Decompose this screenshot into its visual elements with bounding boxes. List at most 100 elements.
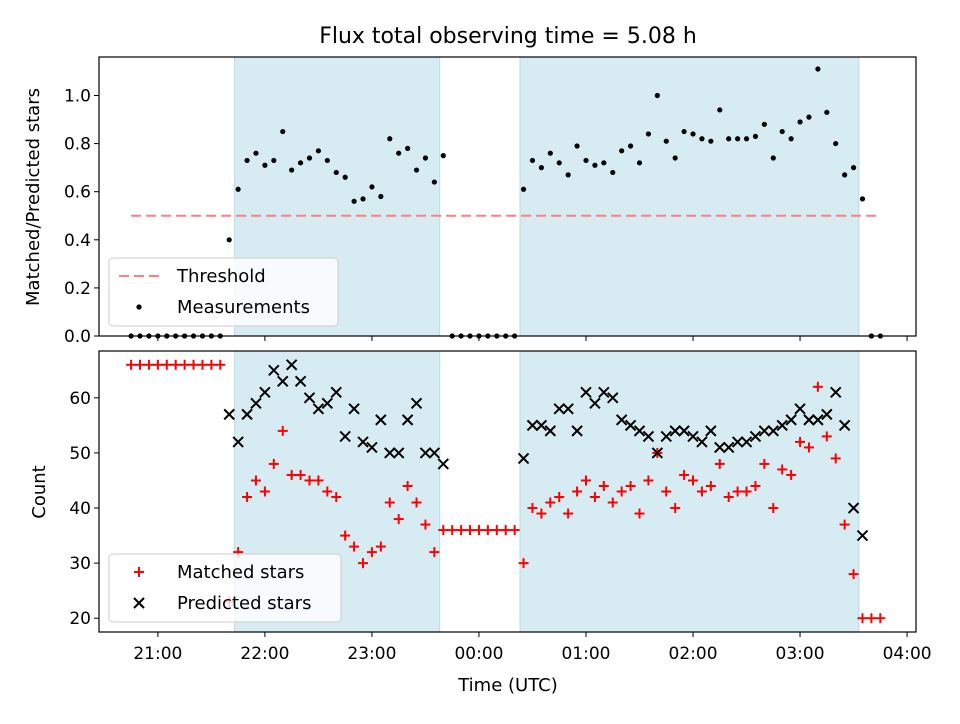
matched-star-point [768,503,779,514]
shaded-interval-1 [519,56,860,337]
axes-frame [98,350,917,633]
predicted-star-point [259,386,271,399]
x-stroke-b [357,436,369,448]
matched-star-point [661,486,672,497]
y-tick-label: 60 [69,389,91,409]
matched-star-point [857,613,868,624]
measurement-point [645,131,652,137]
x-stroke-b [660,430,672,443]
x-stroke-b [776,419,788,432]
x-stroke-b [714,441,726,454]
x-stroke-b [722,441,735,454]
matched-star-point [580,475,591,486]
x-stroke-b [241,408,253,421]
matched-star-point [375,541,386,552]
matched-star-point [393,514,404,525]
x-tick-label: 03:00 [776,644,825,664]
measurement-point [440,153,446,159]
predicted-star-point [571,425,583,437]
matched-star-point [795,436,806,447]
x-stroke-b [803,414,815,426]
x-stroke-b [526,419,539,432]
predicted-star-point [705,425,717,437]
x-tick-label: 23:00 [347,644,396,664]
x-stroke-b [535,419,548,432]
legend-series-label: Matched stars [177,562,304,583]
predicted-star-point [847,502,860,514]
y-tick-label: 0.6 [64,183,91,203]
x-stroke-b [410,397,423,410]
predicted-star-point [838,419,851,432]
predicted-star-point [589,397,601,410]
x-stroke-b [268,364,280,376]
x-tick-label: 22:00 [240,644,289,664]
measurement-point [431,179,437,185]
x-stroke-b [598,386,610,399]
matched-star-point [242,492,253,503]
predicted-star-point [767,425,779,437]
predicted-star-point [392,447,405,459]
measurement-point [387,136,393,142]
x-stroke-b [437,458,449,470]
matched-star-point [206,359,217,370]
predicted-star-point [535,419,548,432]
matched-star-point [438,525,449,536]
x-stroke-b [285,359,298,371]
matched-star-point [679,469,690,480]
shaded-interval-1 [519,350,860,633]
x-stroke-b [232,436,244,448]
matched-star-point [135,359,146,370]
y-tick-label: 0.8 [64,135,91,155]
predicted-star-point [384,447,396,459]
measurement-point [779,128,785,135]
x-stroke-b [303,392,316,404]
x-stroke-b [749,430,762,443]
matched-star-point [670,503,681,514]
x-stroke-b [821,408,833,421]
predicted-star-point [553,403,565,415]
matched-star-point [572,486,583,497]
matched-star-point [482,525,493,536]
predicted-star-point [366,441,378,454]
matched-star-point [634,508,645,519]
measurement-point [262,162,268,168]
x-stroke-b [321,397,334,410]
legend-threshold-label: Threshold [176,266,266,287]
x-stroke-b [553,403,565,415]
x-stroke-b [856,529,869,542]
measurement-point [752,133,759,139]
predicted-star-point [241,408,253,421]
measurement-point [859,196,866,202]
measurement-point [708,138,714,144]
matched-star-point [313,475,324,486]
x-stroke-b [794,403,806,415]
matched-star-point [616,486,627,497]
x-tick-label: 04:00 [883,644,932,664]
measurement-point [806,114,812,120]
matched-star-point [259,486,270,497]
x-stroke-b [375,414,387,426]
predicted-star-point [803,414,815,426]
predicted-star-point [687,430,699,443]
matched-star-point [277,425,288,436]
matched-star-point [518,558,529,569]
x-stroke-b [571,425,583,437]
predicted-star-point [758,425,771,437]
matched-star-point [696,486,707,497]
measurement-point [627,143,634,149]
predicted-star-point [830,386,842,399]
matched-star-point [268,458,279,469]
matched-star-point [197,359,208,370]
matched-star-point [527,503,538,514]
predicted-star-point [749,430,762,443]
measurement-point [333,169,339,176]
matched-star-point [411,497,422,508]
predicted-star-point [223,408,235,421]
x-stroke-b [731,436,744,448]
x-stroke-b [562,403,574,415]
x-stroke-b [785,414,797,426]
matched-star-point [152,359,163,370]
matched-star-point [286,469,297,480]
matched-star-point [589,492,600,503]
measurement-point [235,186,241,192]
